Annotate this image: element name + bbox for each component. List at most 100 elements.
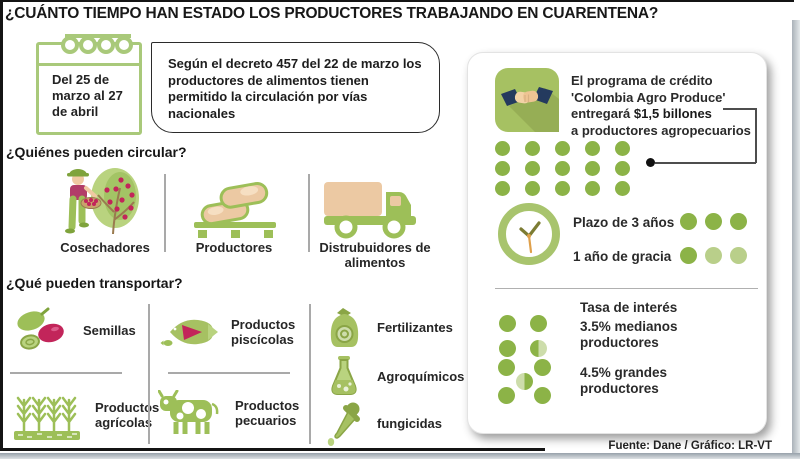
dot [534, 387, 551, 404]
dot [615, 141, 630, 156]
fertilizer-bag-icon [330, 308, 359, 347]
transport-item-label: Productos piscícolas [231, 317, 296, 347]
dot [615, 161, 630, 176]
loan-amount-dots [495, 141, 630, 196]
dot [530, 340, 547, 357]
sacks-pallet-icon [194, 181, 276, 238]
dot [555, 161, 570, 176]
transport-item-label: fungicidas [377, 415, 443, 431]
circulate-item-label: Productores [195, 240, 273, 255]
flask-icon [331, 356, 357, 395]
dot [534, 359, 551, 376]
source-credit: Fuente: Dane / Gráfico: LR-VT [608, 440, 772, 452]
divider [148, 304, 150, 444]
medium-rate-label: 3.5% medianos productores [580, 319, 678, 350]
credit-line: entregará $1,5 billones [571, 106, 712, 121]
grace-dots [680, 247, 747, 264]
dot [615, 181, 630, 196]
circulate-item-label: Distrubuidores de alimentos [319, 240, 431, 270]
connector-line [755, 108, 757, 163]
transport-item: Productos pecuarios [158, 390, 330, 436]
dot [705, 247, 722, 264]
divider [495, 288, 758, 289]
dot [585, 161, 600, 176]
dot [499, 315, 516, 332]
calendar-spiral-icon [61, 34, 133, 54]
crops-icon [14, 396, 80, 440]
dot [530, 315, 547, 332]
transport-item-label: Fertilizantes [377, 319, 453, 335]
dot [730, 213, 747, 230]
transport-item: Productos piscícolas [160, 312, 326, 352]
term-dots [680, 213, 747, 230]
interest-heading: Tasa de interés [580, 300, 678, 315]
clock-icon [498, 203, 560, 265]
calendar-date-range: Del 25 de marzo al 27 de abril [52, 72, 123, 119]
frame-border-bottom [0, 448, 545, 451]
circulate-heading: ¿Quiénes pueden circular? [6, 144, 187, 160]
connector-line [723, 108, 756, 110]
page-title: ¿CUÁNTO TIEMPO HAN ESTADO LOS PRODUCTORE… [5, 5, 659, 22]
transport-item-label: Semillas [83, 322, 136, 338]
dot [555, 141, 570, 156]
divider [168, 372, 290, 374]
transport-item: Productos agrícolas [12, 388, 190, 442]
circulate-item-label: Cosechadores [60, 240, 150, 255]
frame-border-left [0, 0, 3, 451]
transport-item: fungicidas [324, 400, 472, 446]
seeds-icon [17, 307, 64, 350]
connector-line [655, 162, 756, 164]
dot [499, 340, 516, 357]
transport-item-label: Productos agrícolas [95, 400, 160, 430]
credit-line: 'Colombia Agro Produce' [571, 89, 726, 105]
transport-item: Agroquímicos [324, 354, 472, 398]
credit-program-card: El programa de crédito 'Colombia Agro Pr… [467, 52, 767, 434]
dot [498, 359, 515, 376]
dot [525, 141, 540, 156]
dot [495, 161, 510, 176]
dot [730, 247, 747, 264]
credit-line: a productores agropecuarios [571, 122, 751, 138]
divider [10, 372, 122, 374]
delivery-truck-icon [324, 182, 416, 239]
dot [525, 161, 540, 176]
frame-border-top [0, 0, 794, 2]
credit-amount: $1,5 billones [633, 106, 712, 121]
medium-producers-dots [499, 315, 547, 357]
dropper-icon [327, 402, 360, 446]
harvester-icon [65, 168, 139, 235]
fish-icon [160, 319, 218, 346]
dot [585, 181, 600, 196]
dot [680, 247, 697, 264]
dot [555, 181, 570, 196]
transport-item-label: Agroquímicos [377, 368, 465, 384]
transport-heading: ¿Qué pueden transportar? [6, 275, 183, 291]
credit-program-text: El programa de crédito 'Colombia Agro Pr… [571, 73, 761, 139]
dot [525, 181, 540, 196]
dot [705, 213, 722, 230]
grace-label: 1 año de gracia [573, 249, 672, 264]
divider [309, 304, 311, 444]
dot [495, 181, 510, 196]
dot [516, 373, 533, 390]
divider [164, 174, 166, 252]
transport-item-label: Productos pecuarios [235, 398, 300, 428]
credit-line: El programa de crédito [571, 73, 713, 88]
large-producers-dots [498, 359, 551, 404]
calendar-header-rule [39, 63, 139, 66]
transport-item: Fertilizantes [324, 304, 472, 350]
cow-icon [158, 390, 219, 434]
dot [495, 141, 510, 156]
dot [680, 213, 697, 230]
handshake-icon [495, 68, 559, 132]
connector-dot [646, 158, 655, 167]
page-shadow-right [792, 20, 800, 459]
page-shadow-bottom [0, 453, 800, 459]
transport-item: Semillas [14, 306, 178, 354]
dot [585, 141, 600, 156]
clock-hands [519, 221, 541, 254]
decree-text: Según el decreto 457 del 22 de marzo los… [168, 56, 422, 121]
decree-bubble: Según el decreto 457 del 22 de marzo los… [151, 42, 440, 133]
term-label: Plazo de 3 años [573, 215, 675, 230]
divider [308, 174, 310, 252]
